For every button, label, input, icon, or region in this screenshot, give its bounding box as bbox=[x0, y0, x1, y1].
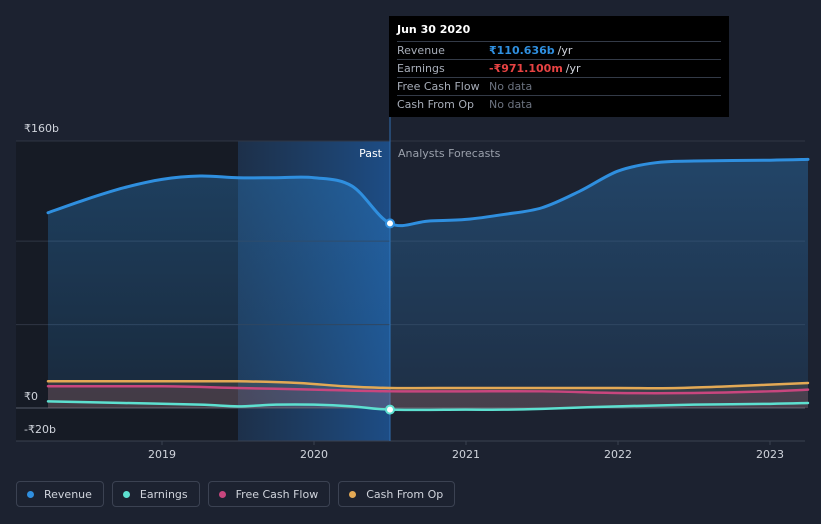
tooltip-row-earnings: Earnings -₹971.100m /yr bbox=[397, 59, 721, 77]
revenue-area bbox=[48, 159, 808, 408]
earnings-highlight-point bbox=[385, 404, 395, 415]
x-tick-label: 2019 bbox=[148, 448, 176, 461]
legend-dot-icon bbox=[27, 490, 34, 498]
tooltip-unit: /yr bbox=[557, 44, 573, 57]
legend-item-earnings[interactable]: Earnings bbox=[111, 481, 200, 507]
tooltip-value: -₹971.100m bbox=[489, 62, 563, 75]
tooltip-label: Revenue bbox=[397, 44, 445, 57]
tooltip-row-free-cash-flow: Free Cash Flow No data bbox=[397, 77, 721, 95]
legend-label: Earnings bbox=[139, 487, 188, 501]
tooltip-row-cash-from-op: Cash From Op No data bbox=[397, 95, 721, 113]
tooltip-label: Cash From Op bbox=[397, 98, 475, 111]
free-cash-flow-line bbox=[46, 384, 810, 395]
legend-item-cash-from-op[interactable]: Cash From Op bbox=[338, 481, 456, 507]
data-tooltip: Jun 30 2020 Revenue ₹110.636b /yr Earnin… bbox=[389, 16, 729, 117]
x-tick-label: 2022 bbox=[604, 448, 632, 461]
legend-dot-icon bbox=[349, 490, 357, 498]
forecast-label: Analysts Forecasts bbox=[398, 147, 501, 160]
y-tick-label: -₹20b bbox=[24, 423, 56, 436]
tooltip-unit: /yr bbox=[565, 62, 581, 75]
tooltip-row-revenue: Revenue ₹110.636b /yr bbox=[397, 41, 721, 59]
y-tick-label: ₹0 bbox=[24, 390, 38, 403]
x-tick-label: 2023 bbox=[756, 448, 784, 461]
tooltip-label: Free Cash Flow bbox=[397, 80, 480, 93]
free-cash-flow-area bbox=[48, 386, 808, 408]
tooltip-date: Jun 30 2020 bbox=[397, 23, 471, 36]
tooltip-value: ₹110.636b bbox=[489, 44, 555, 57]
x-tick-label: 2020 bbox=[300, 448, 328, 461]
tooltip-label: Earnings bbox=[397, 62, 445, 75]
revenue-line bbox=[46, 157, 810, 228]
past-label: Past bbox=[359, 147, 383, 160]
revenue-highlight-point bbox=[385, 218, 395, 229]
y-tick-label: ₹160b bbox=[24, 122, 59, 135]
tooltip-value: No data bbox=[489, 98, 533, 111]
legend-item-free-cash-flow[interactable]: Free Cash Flow bbox=[207, 481, 331, 507]
tooltip-value: No data bbox=[489, 80, 533, 93]
legend-label: Free Cash Flow bbox=[235, 487, 319, 501]
legend-item-revenue[interactable]: Revenue bbox=[16, 481, 104, 507]
x-tick-label: 2021 bbox=[452, 448, 480, 461]
legend-dot-icon bbox=[218, 490, 226, 498]
legend-label: Cash From Op bbox=[366, 487, 444, 501]
legend-dot-icon bbox=[122, 490, 130, 498]
chart-legend: Revenue Earnings Free Cash Flow Cash Fro… bbox=[16, 481, 456, 507]
cash-from-op-line bbox=[46, 379, 810, 390]
legend-label: Revenue bbox=[44, 487, 92, 501]
